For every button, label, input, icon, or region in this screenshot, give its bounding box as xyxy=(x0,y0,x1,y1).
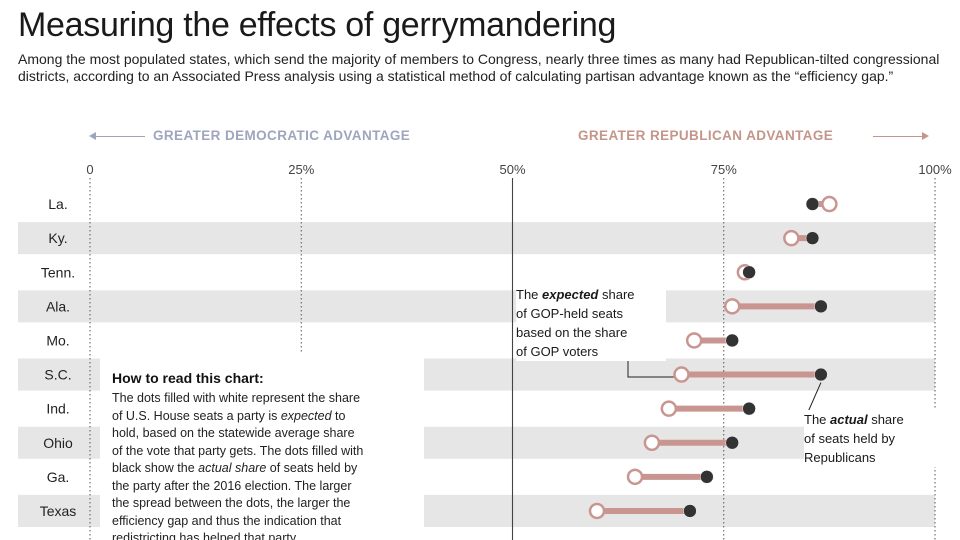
expected-share-dot xyxy=(643,434,661,451)
expected-share-dot xyxy=(685,332,703,349)
expected-share-dot xyxy=(723,298,741,315)
democratic-advantage-label: GREATER DEMOCRATIC ADVANTAGE xyxy=(153,128,411,143)
state-label: Texas xyxy=(40,503,77,519)
actual-share-dot xyxy=(725,436,739,450)
how-to-read-line-7: the spread between the dots, the larger … xyxy=(112,496,351,510)
state-label: Ky. xyxy=(48,230,67,246)
how-to-read-title: How to read this chart: xyxy=(112,370,264,386)
how-to-read-line-1: The dots filled with white represent the… xyxy=(112,391,361,405)
expected-annotation-line-4: of GOP voters xyxy=(516,344,599,359)
actual-annotation-line-1: The actual share xyxy=(804,412,904,427)
actual-annotation-line-2: of seats held by xyxy=(804,431,896,446)
expected-share-dot xyxy=(821,195,838,213)
actual-share-annotation: The actual share of seats held by Republ… xyxy=(804,410,944,467)
x-tick-label: 25% xyxy=(288,162,314,177)
state-label: La. xyxy=(48,196,67,212)
expected-share-annotation: The expected share of GOP-held seats bas… xyxy=(516,285,666,361)
state-label: Tenn. xyxy=(41,264,75,280)
how-to-read-body: The dots filled with white represent the… xyxy=(112,390,412,540)
right-arrow-shaft xyxy=(873,136,923,137)
actual-share-dot xyxy=(683,504,697,518)
state-label: Ohio xyxy=(43,435,73,451)
expected-annotation-line-3: based on the share xyxy=(516,325,628,340)
actual-share-dot xyxy=(814,299,828,314)
how-to-read-line-4: of the vote that party gets. The dots fi… xyxy=(112,443,364,458)
state-label: S.C. xyxy=(44,367,71,383)
expected-share-dot xyxy=(673,366,690,383)
expected-annotation-line-1: The expected share xyxy=(516,287,635,302)
actual-share-dot xyxy=(742,401,756,416)
actual-share-dot xyxy=(742,265,756,279)
x-tick-label: 100% xyxy=(918,162,952,177)
actual-share-dot xyxy=(805,231,820,245)
actual-leader-line xyxy=(807,382,822,413)
actual-share-dot xyxy=(814,367,828,382)
how-to-read-line-3: hold, based on the statewide average sha… xyxy=(112,426,355,440)
row-band xyxy=(18,222,935,255)
actual-share-dot xyxy=(805,197,820,211)
state-label: Ga. xyxy=(47,469,70,485)
chart-title: Measuring the effects of gerrymandering xyxy=(18,6,617,44)
how-to-read-line-9: redistricting has helped that party. xyxy=(112,531,299,540)
state-label: Ala. xyxy=(46,298,70,314)
actual-share-dot xyxy=(725,333,739,348)
actual-annotation-line-3: Republicans xyxy=(804,450,876,465)
state-label: Mo. xyxy=(46,332,69,348)
x-tick-label: 0 xyxy=(86,162,93,177)
state-label: Ind. xyxy=(46,401,69,417)
how-to-read-line-8: efficiency gap and thus the indication t… xyxy=(112,513,342,528)
left-arrow-shaft xyxy=(95,136,145,137)
expected-annotation-line-2: of GOP-held seats xyxy=(516,306,623,321)
x-tick-label: 75% xyxy=(711,162,737,177)
republican-advantage-label: GREATER REPUBLICAN ADVANTAGE xyxy=(578,128,834,143)
left-arrow-icon xyxy=(89,132,96,140)
expected-share-dot xyxy=(660,400,678,417)
how-to-read-line-2: of U.S. House seats a party is expected … xyxy=(112,408,346,423)
chart-subtitle: Among the most populated states, which s… xyxy=(18,51,940,84)
right-arrow-icon xyxy=(922,132,929,140)
actual-share-dot xyxy=(700,470,714,484)
x-tick-label: 50% xyxy=(499,162,525,177)
how-to-read-line-5: black show the actual share of seats hel… xyxy=(112,461,358,475)
expected-share-dot xyxy=(588,502,606,520)
how-to-read-box: How to read this chart: The dots filled … xyxy=(100,354,424,540)
expected-share-dot xyxy=(626,468,644,486)
how-to-read-line-6: the party after the 2016 election. The l… xyxy=(112,478,352,493)
expected-share-dot xyxy=(783,229,800,247)
